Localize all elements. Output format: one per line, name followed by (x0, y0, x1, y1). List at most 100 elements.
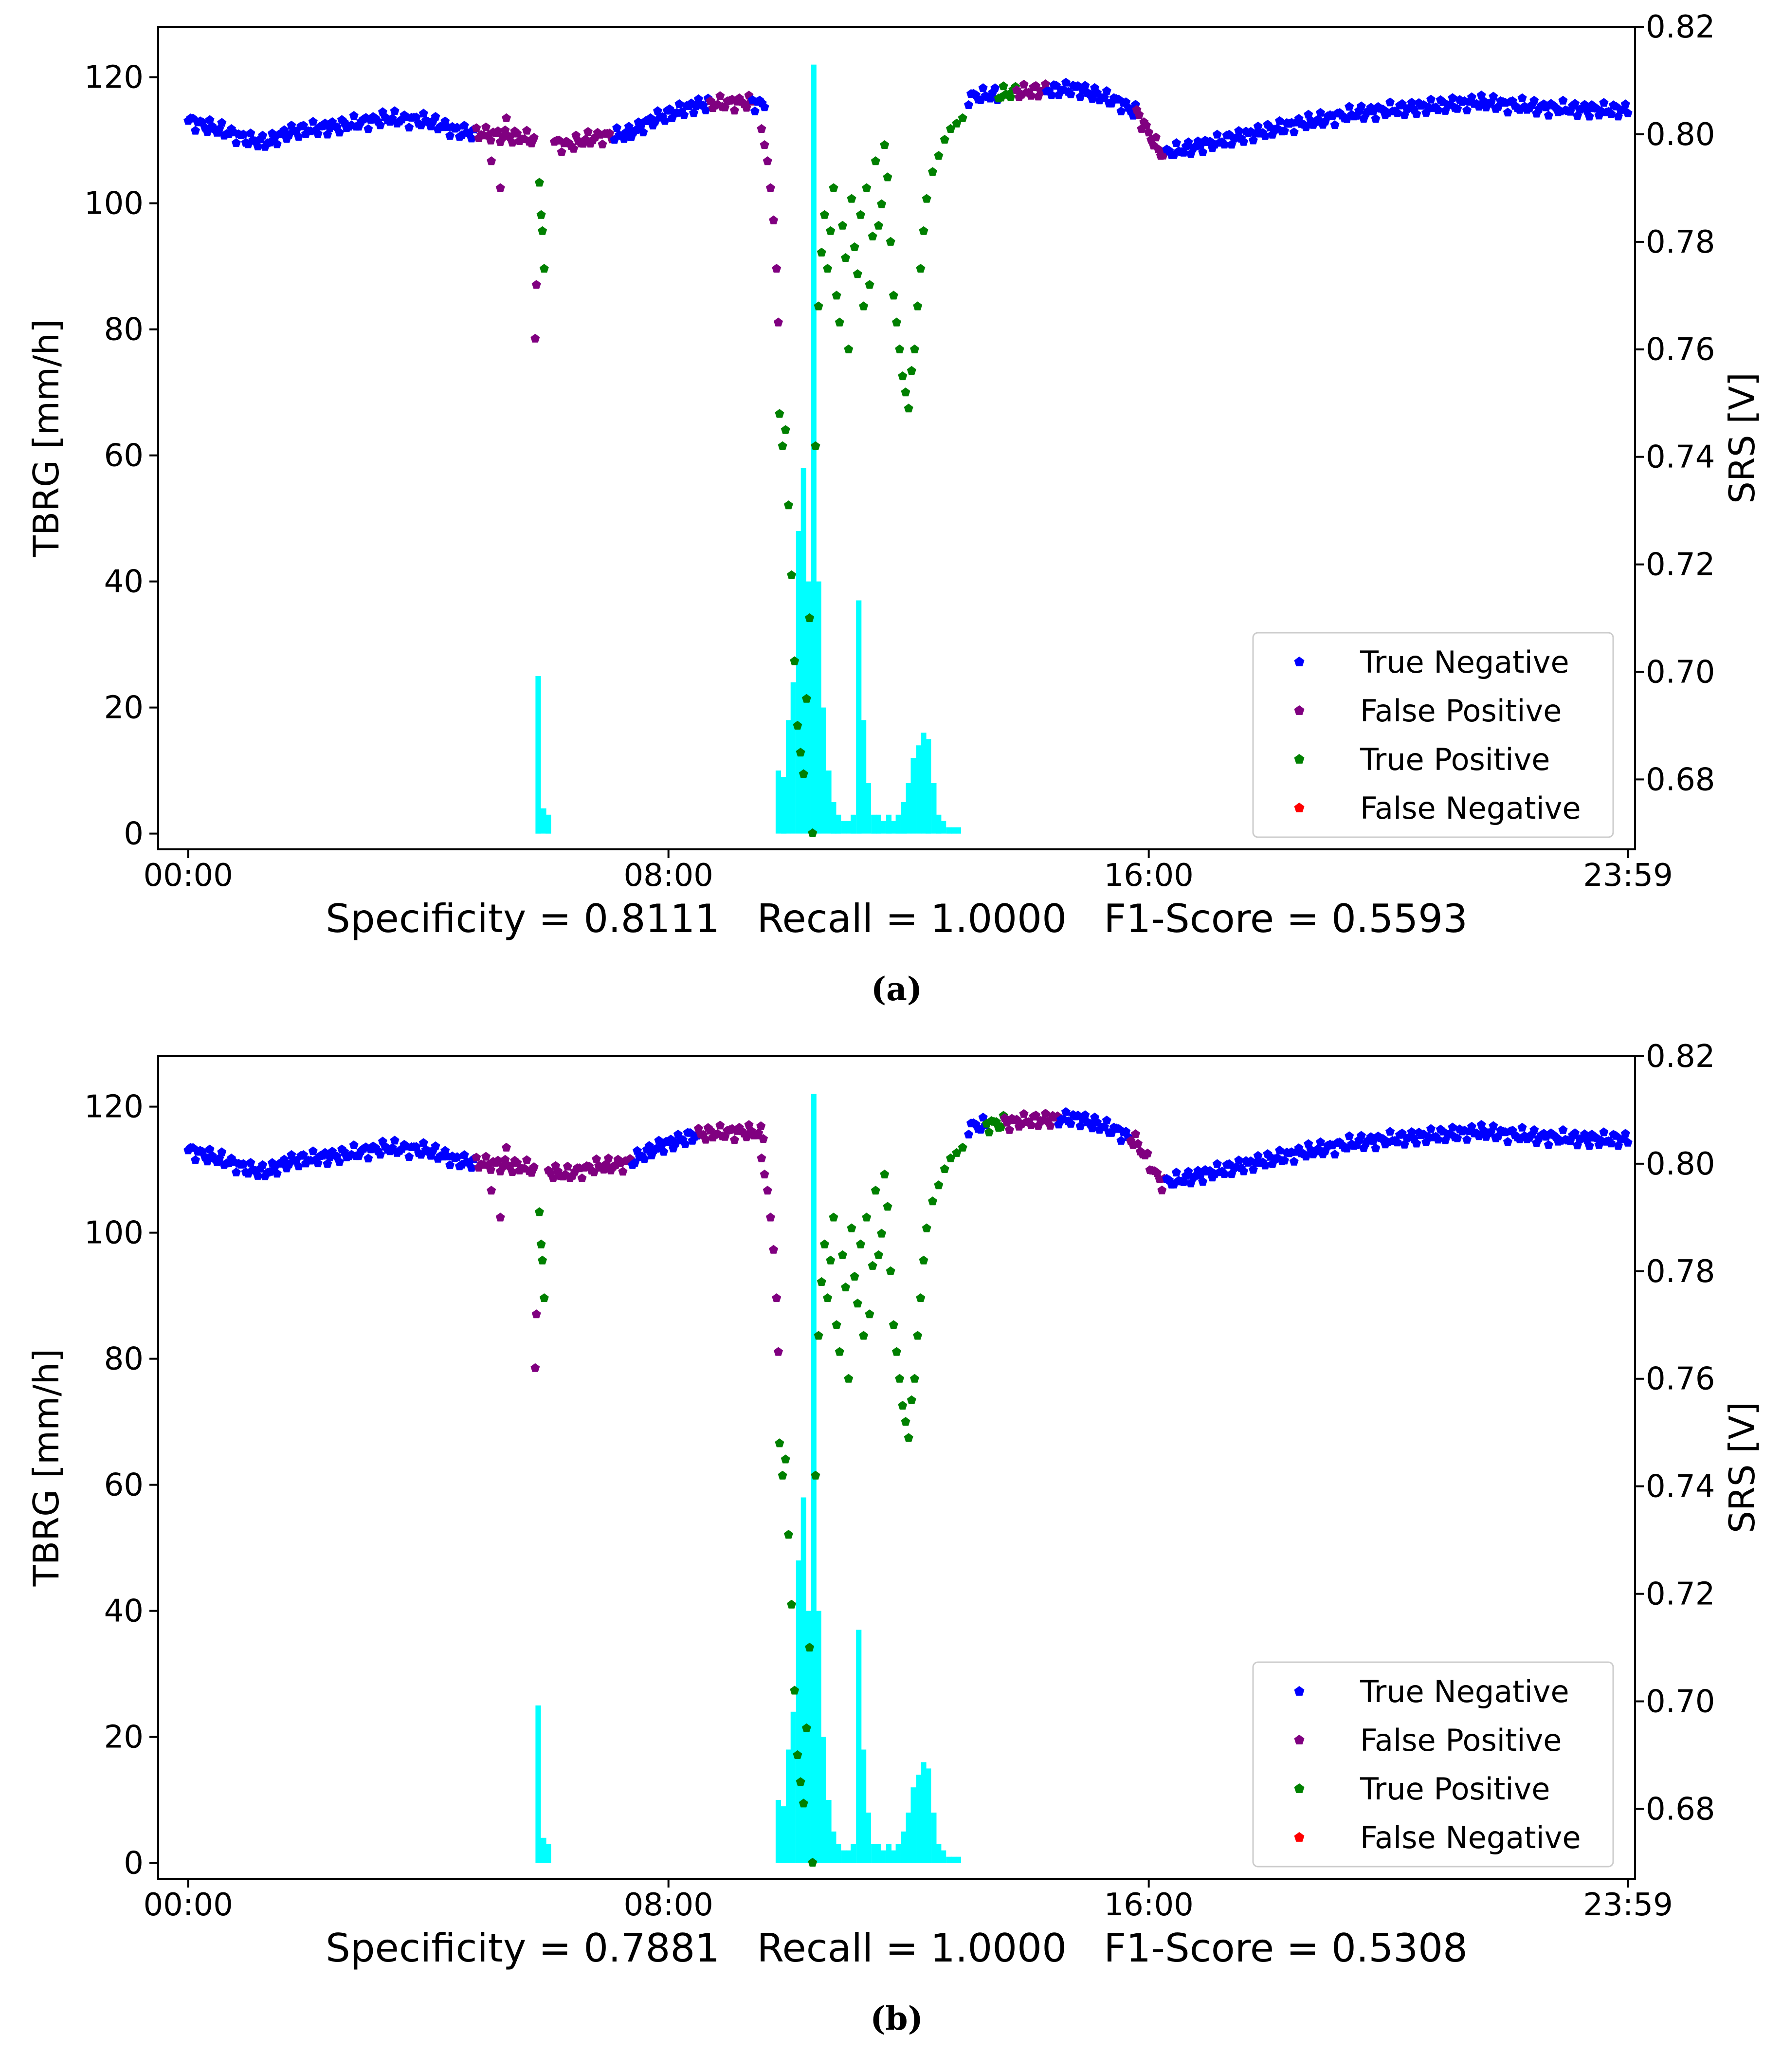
srs-point (1426, 1124, 1436, 1133)
x-tick-label: 16:00 (1104, 1887, 1193, 1923)
tbrg-bar (790, 682, 796, 834)
srs-point (1234, 1155, 1244, 1165)
tbrg-bar (541, 808, 546, 834)
srs-point (793, 720, 802, 730)
tbrg-bar (936, 814, 942, 834)
srs-point (1183, 137, 1193, 147)
srs-point (1006, 92, 1016, 101)
srs-point (775, 1438, 784, 1448)
srs-point (715, 1120, 725, 1130)
legend-marker (1294, 754, 1305, 764)
legend: True Negative False Positive True Positive… (1252, 1661, 1614, 1868)
srs-point (832, 291, 841, 300)
srs-point (1371, 114, 1381, 123)
legend-label: False Positive (1360, 693, 1562, 729)
srs-point (773, 317, 783, 327)
srs-point (940, 135, 949, 144)
y-tick-label: 0.70 (1646, 1684, 1715, 1720)
tbrg-bar (816, 581, 821, 834)
srs-point (390, 106, 400, 115)
srs-point (1392, 108, 1402, 117)
srs-point (814, 301, 823, 311)
srs-point (364, 1154, 373, 1163)
srs-point (901, 387, 910, 397)
y-tick-label: 0.78 (1646, 1254, 1715, 1290)
srs-point (487, 156, 496, 165)
srs-point (308, 1146, 318, 1155)
srs-point (569, 144, 579, 153)
srs-point (1092, 88, 1102, 97)
srs-point (760, 102, 769, 111)
srs-point (1599, 1127, 1609, 1137)
x-tick-label: 23:59 (1583, 1887, 1673, 1923)
srs-point (1061, 77, 1071, 87)
srs-point (1157, 1185, 1167, 1194)
srs-point (787, 570, 797, 579)
tbrg-bar (826, 770, 832, 834)
srs-point (231, 138, 241, 147)
tbrg-bar (541, 1837, 546, 1863)
srs-point (787, 1599, 797, 1609)
srs-point (805, 613, 815, 623)
tbrg-bar (535, 676, 541, 834)
srs-point (801, 694, 811, 703)
srs-point (826, 1255, 836, 1265)
srs-point (819, 210, 829, 219)
srs-point (1570, 1128, 1580, 1137)
tbrg-bar (875, 814, 881, 834)
srs-point (1316, 108, 1325, 117)
srs-point (529, 1162, 539, 1171)
srs-point (404, 1152, 414, 1161)
tbrg-bar (891, 1850, 896, 1863)
srs-point (892, 317, 901, 327)
srs-point (841, 1283, 851, 1292)
srs-point (467, 133, 476, 143)
srs-point (539, 264, 549, 273)
srs-point (808, 828, 818, 837)
srs-point (577, 1173, 587, 1182)
srs-point (877, 1229, 887, 1238)
srs-point (808, 1857, 818, 1867)
srs-point (472, 123, 481, 132)
srs-point (781, 425, 790, 434)
srs-point (539, 1293, 549, 1302)
srs-point (418, 109, 428, 118)
srs-point (756, 1121, 766, 1130)
srs-point (1599, 98, 1609, 107)
srs-point (1171, 1168, 1181, 1177)
srs-point (850, 1271, 859, 1281)
srs-point (1026, 91, 1036, 100)
srs-point (958, 113, 967, 122)
tbrg-bar (546, 1844, 551, 1863)
tbrg-bar (921, 733, 927, 834)
srs-point (1433, 1135, 1443, 1144)
tbrg-bar (910, 1787, 916, 1863)
y-tick-label: 120 (84, 60, 144, 96)
srs-point (258, 1160, 268, 1169)
srs-point (904, 1433, 913, 1442)
srs-point (1467, 1121, 1476, 1131)
tbrg-bar (880, 1850, 886, 1863)
srs-point (1371, 1143, 1381, 1153)
legend-label: True Positive (1360, 742, 1550, 777)
srs-point (598, 139, 607, 148)
tbrg-bar (926, 739, 931, 834)
tbrg-bar (910, 758, 916, 834)
srs-point (763, 1186, 772, 1195)
legend-label: False Negative (1360, 1820, 1581, 1855)
right-y-axis-label: SRS [V] (1722, 1402, 1763, 1533)
srs-point (238, 1159, 248, 1168)
srs-point (238, 129, 248, 139)
srs-point (772, 1293, 782, 1302)
srs-point (1544, 1140, 1553, 1149)
srs-point (847, 194, 856, 203)
srs-point (536, 210, 546, 219)
srs-point (376, 1150, 385, 1159)
srs-point (790, 656, 800, 665)
srs-point (934, 1180, 944, 1190)
srs-point (799, 769, 808, 778)
srs-points (183, 77, 1633, 837)
srs-point (1529, 1125, 1539, 1134)
srs-point (859, 301, 869, 311)
tbrg-bar (901, 1831, 907, 1863)
